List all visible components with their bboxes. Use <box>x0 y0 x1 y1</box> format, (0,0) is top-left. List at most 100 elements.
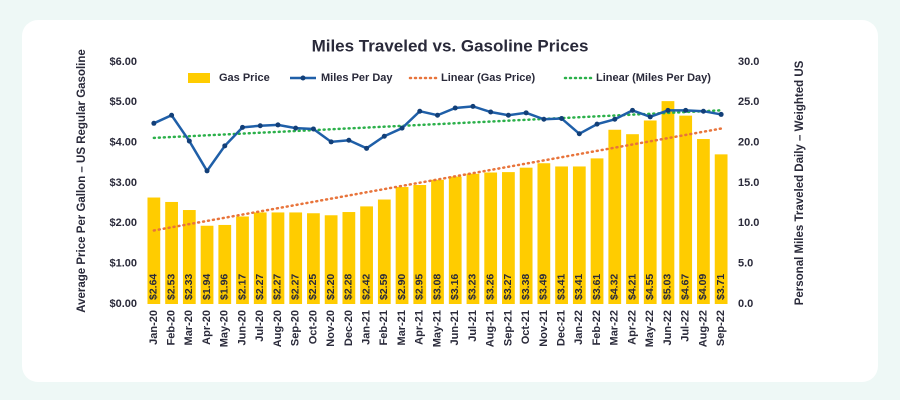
value-label: $5.03 <box>662 274 674 300</box>
x-tick-label: May-22 <box>644 310 656 347</box>
x-tick-label: Oct-20 <box>307 310 319 344</box>
line-point <box>452 105 458 111</box>
bar <box>519 167 533 304</box>
x-tick-label: Jan-21 <box>360 310 372 345</box>
value-label: $3.27 <box>502 274 514 300</box>
legend-label: Linear (Miles Per Day) <box>596 72 711 84</box>
x-tick-label: Aug-21 <box>485 310 497 347</box>
value-label: $4.55 <box>644 274 656 300</box>
line-point <box>328 139 334 145</box>
bar <box>590 158 604 304</box>
bar <box>572 166 586 304</box>
y2-tick-label: 30.0 <box>738 56 759 68</box>
value-label: $2.64 <box>148 274 160 300</box>
line-point <box>310 126 316 132</box>
y-tick-label: $3.00 <box>109 177 137 189</box>
x-tick-label: Feb-21 <box>378 310 390 345</box>
x-tick-label: Mar-20 <box>183 310 195 345</box>
x-tick-label: Jun-20 <box>236 310 248 345</box>
value-label: $2.59 <box>378 274 390 300</box>
line-point <box>718 111 724 117</box>
line-point <box>435 112 440 118</box>
bar <box>289 212 303 304</box>
line-point <box>222 143 228 149</box>
value-label: $1.94 <box>201 274 213 300</box>
bar <box>714 154 728 304</box>
value-label: $3.41 <box>555 274 567 300</box>
x-tick-label: Jul-20 <box>254 310 266 342</box>
value-label: $3.61 <box>591 274 603 300</box>
line-point <box>240 124 245 130</box>
y2-tick-label: 0.0 <box>738 298 753 310</box>
line-point <box>204 168 210 174</box>
x-tick-label: Aug-22 <box>697 310 709 347</box>
value-label: $2.27 <box>272 274 284 300</box>
x-tick-label: Jan-22 <box>573 310 585 345</box>
x-tick-label: May-21 <box>431 310 443 347</box>
bar <box>697 139 710 304</box>
x-tick-label: Sep-22 <box>715 310 727 346</box>
value-label: $3.23 <box>467 274 479 300</box>
trend-line <box>152 127 723 232</box>
x-tick-label: Apr-20 <box>201 310 213 345</box>
bar <box>661 101 675 304</box>
x-tick-label: Feb-22 <box>591 310 603 345</box>
line-point <box>151 120 157 126</box>
line-point <box>488 109 494 115</box>
bar <box>395 187 409 304</box>
value-label: $2.17 <box>236 274 248 300</box>
line-point <box>346 137 352 143</box>
y2-tick-label: 5.0 <box>738 258 753 270</box>
x-tick-label: Apr-22 <box>626 310 638 345</box>
bar <box>555 166 568 304</box>
bar <box>377 199 391 304</box>
value-label: $2.42 <box>360 274 372 300</box>
value-label: $3.71 <box>715 274 727 300</box>
value-label: $2.27 <box>254 274 266 300</box>
line-point <box>576 131 582 137</box>
bar <box>182 210 196 304</box>
bar <box>413 185 427 304</box>
value-label: $2.33 <box>183 274 195 300</box>
bar <box>342 212 356 304</box>
y-axis-title: Average Price Per Gallon – US Regular Ga… <box>76 49 88 313</box>
line-point <box>275 122 281 128</box>
line-point <box>399 125 405 131</box>
line-point <box>647 114 653 120</box>
bar <box>200 225 214 304</box>
line-point <box>169 112 175 118</box>
y-tick-label: $1.00 <box>109 258 137 270</box>
legend-label: Miles Per Day <box>321 72 393 84</box>
bar <box>218 224 232 304</box>
bar <box>626 134 639 304</box>
bar <box>431 179 444 304</box>
y2-tick-label: 20.0 <box>738 137 759 149</box>
value-label: $3.41 <box>573 274 585 300</box>
value-label: $2.28 <box>343 274 355 300</box>
value-label: $3.16 <box>449 274 461 300</box>
line-point <box>541 116 547 122</box>
value-label: $2.27 <box>289 274 301 300</box>
value-label: $3.49 <box>538 274 550 300</box>
value-label: $2.20 <box>325 274 337 300</box>
y-tick-label: $6.00 <box>109 56 137 68</box>
x-tick-label: Apr-21 <box>414 310 426 345</box>
x-tick-label: Sep-21 <box>502 310 514 346</box>
legend-label: Linear (Gas Price) <box>441 72 535 84</box>
y2-tick-label: 25.0 <box>738 96 759 108</box>
line-point <box>505 112 511 118</box>
bar <box>643 120 657 304</box>
x-tick-label: Dec-21 <box>555 310 567 346</box>
bar <box>537 163 551 304</box>
bar <box>484 172 498 304</box>
bar <box>324 215 338 304</box>
line-point <box>594 121 600 127</box>
x-tick-label: Nov-20 <box>325 310 337 347</box>
bar <box>271 212 285 304</box>
line-point <box>470 103 476 109</box>
y-tick-label: $2.00 <box>109 217 137 229</box>
line-point <box>665 107 671 113</box>
x-tick-label: Jun-22 <box>662 310 674 345</box>
x-tick-label: Jan-20 <box>148 310 160 345</box>
